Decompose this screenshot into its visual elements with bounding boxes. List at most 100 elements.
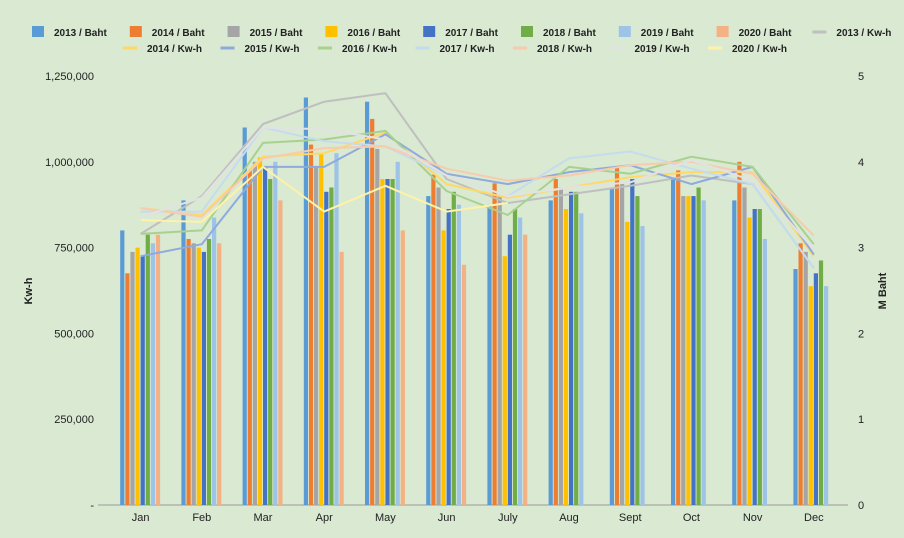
bar-2019-baht-may [395,161,400,506]
legend-item-2018-kw-h: 2018 / Kw-h [513,44,592,55]
bar-2017-baht-dec [813,273,818,505]
right-axis-title: M Baht [877,272,889,309]
x-tick-label-sept: Sept [619,512,642,524]
bar-2019-baht-july [518,217,523,505]
bar-2017-baht-aug [569,191,574,506]
bar-2020-baht-july [523,234,528,505]
bar-2013-baht-jun [426,196,431,505]
bar-2017-baht-jan [140,256,145,505]
left-tick-label: 1,000,000 [45,157,94,169]
legend-swatch [423,26,436,37]
bar-2020-baht-apr [339,251,344,505]
bar-2019-baht-oct [701,200,706,505]
line-2019-kw-h [140,126,815,250]
legend: 2013 / Baht 2014 / Baht 2015 / Baht 2016 / … [32,26,891,55]
legend-label: 2016 / Kw-h [342,44,397,55]
left-tick-label: 1,250,000 [45,71,94,83]
legend-item-2015-baht: 2015 / Baht [227,26,303,39]
bar-2017-baht-sept [630,179,635,505]
bar-2015-baht-jun [436,187,441,505]
left-axis-tick-labels: - 250,000 500,000 750,000 1,000,000 1,250,000 [45,71,94,512]
x-tick-label-may: May [375,512,396,524]
bar-2020-baht-may [400,230,405,505]
right-tick-label: 4 [858,157,864,169]
bar-2018-baht-apr [329,187,334,505]
bar-2017-baht-nov [752,209,757,505]
bar-2016-baht-sept [625,221,630,505]
legend-item-2014-baht: 2014 / Baht [129,26,205,39]
legend-item-2017-baht: 2017 / Baht [423,26,499,39]
bar-2018-baht-nov [757,209,762,505]
bar-2020-baht-mar [278,200,283,505]
x-tick-label-july: July [498,512,518,524]
bar-2015-baht-mar [252,161,257,506]
legend-label: 2015 / Kw-h [245,44,300,55]
bar-2013-baht-feb [181,200,186,505]
legend-item-2019-kw-h: 2019 / Kw-h [610,44,690,55]
legend-item-2016-kw-h: 2016 / Kw-h [318,44,397,55]
bar-2019-baht-feb [212,217,217,505]
bar-2013-baht-oct [671,179,676,505]
legend-label: 2017 / Kw-h [440,44,495,55]
bar-2014-baht-apr [308,144,314,505]
legend-label: 2020 / Kw-h [732,44,787,55]
right-tick-label: 5 [858,71,864,83]
bar-2016-baht-feb [196,247,201,505]
legend-item-2014-kw-h: 2014 / Kw-h [123,44,202,55]
legend-label: 2016 / Baht [347,28,400,39]
bar-2013-baht-july [487,204,492,505]
bar-2019-baht-aug [579,213,584,506]
bar-2017-baht-july [507,234,512,505]
right-axis-tick-labels: 0 1 2 3 4 5 [858,71,864,512]
left-tick-label: 750,000 [54,243,94,255]
bar-2014-baht-jan [125,273,130,505]
bar-2018-baht-july [512,209,518,505]
right-tick-label: 0 [858,500,864,512]
bar-2013-baht-nov [732,200,737,505]
bar-2018-baht-jun [451,191,456,506]
legend-label: 2013 / Baht [54,28,107,39]
bar-2018-baht-dec [818,260,824,505]
bar-2016-baht-aug [563,209,569,505]
legend-swatch [32,26,44,37]
bar-2020-baht-jan [155,234,161,505]
bar-2017-baht-oct [691,196,696,505]
bar-2013-baht-dec [793,269,798,505]
x-tick-label-aug: Aug [559,512,579,524]
left-axis-title: Kw-h [23,277,35,304]
legend-item-2018-baht: 2018 / Baht [521,26,596,39]
bar-2019-baht-jun [456,204,461,505]
bar-2014-baht-may [370,118,375,506]
x-tick-label-feb: Feb [192,512,211,524]
bar-2016-baht-apr [319,153,324,505]
legend-swatch [521,26,533,37]
legend-item-2015-kw-h: 2015 / Kw-h [220,44,300,55]
bar-2018-baht-sept [635,196,640,505]
bar-2014-baht-oct [676,170,681,505]
bar-2019-baht-dec [824,286,829,505]
bar-2013-baht-aug [548,200,553,505]
bar-2017-baht-may [385,179,390,505]
bar-2016-baht-mar [257,157,263,505]
legend-swatch [618,26,631,37]
legend-label: 2019 / Kw-h [635,44,690,55]
bar-2015-baht-oct [681,196,686,505]
bar-2014-baht-sept [614,166,620,505]
legend-label: 2017 / Baht [445,28,498,39]
right-tick-label: 1 [858,414,864,426]
bar-2014-baht-jun [431,174,436,505]
bar-2014-baht-feb [186,239,191,505]
bar-2013-baht-jan [120,230,125,505]
bar-2017-baht-apr [324,191,329,506]
bar-2017-baht-mar [263,166,268,505]
line-2015-kw-h [140,133,815,258]
bar-2014-baht-aug [553,179,558,505]
bar-2013-baht-apr [303,97,308,505]
x-tick-label-nov: Nov [743,512,763,524]
bar-2018-baht-mar [268,179,273,505]
bar-2018-baht-jan [145,234,150,505]
legend-swatch [129,26,142,37]
left-tick-label: - [90,500,94,512]
legend-item-2020-baht: 2020 / Baht [716,26,792,39]
